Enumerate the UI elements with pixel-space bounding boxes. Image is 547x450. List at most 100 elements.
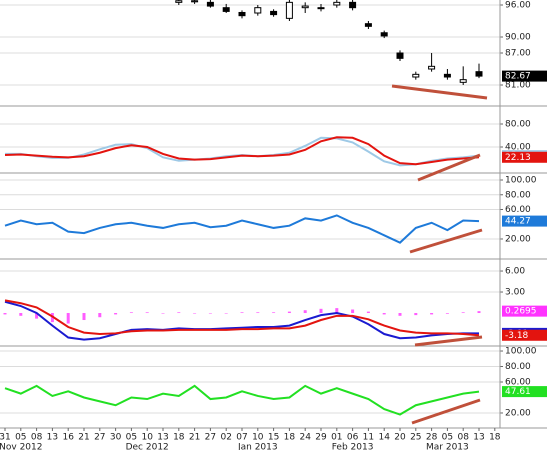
histogram-bar xyxy=(303,310,307,314)
series-line xyxy=(4,299,480,337)
histogram-bar xyxy=(414,313,418,316)
y-tick-label: 80.00 xyxy=(505,362,531,372)
histogram-bar xyxy=(161,313,165,314)
trendline xyxy=(391,84,488,100)
month-label: Jan 2013 xyxy=(237,443,278,450)
last-value-box xyxy=(502,386,547,398)
series-line xyxy=(4,136,480,166)
histogram-bar xyxy=(382,313,386,315)
last-value-box xyxy=(502,70,547,82)
histogram-bar xyxy=(430,313,434,315)
candle-body xyxy=(285,1,293,19)
y-tick-label: 60.00 xyxy=(505,378,531,388)
candle-body xyxy=(270,10,278,16)
series-line xyxy=(4,384,480,416)
y-tick-label: 90.00 xyxy=(505,33,531,43)
x-tick-label: 18 xyxy=(173,433,185,443)
histogram-bar xyxy=(35,313,39,319)
candle-body xyxy=(333,1,341,6)
y-tick-label: 80.00 xyxy=(505,120,531,130)
histogram-bar xyxy=(366,311,370,314)
series-line xyxy=(4,214,480,244)
x-tick-label: 18 xyxy=(489,433,501,443)
x-tick-label: 15 xyxy=(268,433,279,443)
x-tick-label: 13 xyxy=(473,433,484,443)
last-value-box xyxy=(502,151,547,163)
month-label: Mar 2013 xyxy=(426,443,469,450)
histogram-bar xyxy=(145,312,149,314)
x-tick-label: 18 xyxy=(284,433,296,443)
y-tick-label: 20.00 xyxy=(505,408,531,418)
month-label: Dec 2012 xyxy=(126,443,169,450)
y-tick-label: 100.00 xyxy=(505,176,537,186)
histogram-bar xyxy=(208,313,212,314)
trendline xyxy=(411,398,481,425)
histogram-bar xyxy=(445,313,449,314)
histogram-bar xyxy=(3,313,7,315)
y-tick-label: 6.00 xyxy=(505,267,525,277)
last-value-box xyxy=(502,305,547,317)
x-tick-label: 10 xyxy=(252,433,264,443)
histogram-bar xyxy=(351,309,355,314)
x-tick-label: 05 xyxy=(442,433,453,443)
histogram-bar xyxy=(272,312,276,314)
candle-body xyxy=(412,73,420,78)
x-tick-label: 08 xyxy=(31,433,43,443)
x-tick-label: 13 xyxy=(157,433,168,443)
y-tick-label: 60.00 xyxy=(505,205,531,215)
x-tick-label: 25 xyxy=(410,433,421,443)
x-tick-label: 05 xyxy=(126,433,137,443)
month-label: Feb 2013 xyxy=(332,443,374,450)
histogram-bar xyxy=(114,313,118,315)
candle-body xyxy=(191,0,199,3)
histogram-bar xyxy=(319,308,323,314)
histogram-bar xyxy=(177,312,181,314)
series-line xyxy=(4,300,480,341)
candle-body xyxy=(301,5,309,9)
y-tick-label: 80.00 xyxy=(505,190,531,200)
y-tick-label: 100.00 xyxy=(505,347,537,357)
trendline xyxy=(414,335,483,347)
histogram-bar xyxy=(66,313,70,324)
y-tick-label: 87.00 xyxy=(505,49,531,59)
x-tick-label: 11 xyxy=(363,433,374,443)
last-value-label: 0.2695 xyxy=(505,307,537,317)
histogram-bar xyxy=(256,312,260,314)
histogram-bar xyxy=(98,313,102,318)
histogram-bar xyxy=(398,313,402,316)
histogram-bar xyxy=(224,313,228,314)
histogram-bar xyxy=(335,308,339,314)
y-tick-label: 81.00 xyxy=(505,81,531,91)
last-value-label: 22.13 xyxy=(505,153,531,163)
y-tick-label: 3.00 xyxy=(505,288,525,298)
x-tick-label: 21 xyxy=(189,433,200,443)
x-tick-label: 31 xyxy=(0,433,11,443)
trendlines xyxy=(391,84,488,425)
histogram-bar xyxy=(461,312,465,314)
histogram-bar xyxy=(82,313,86,321)
candle-body xyxy=(396,52,404,59)
y-tick-label: 20.00 xyxy=(505,234,531,244)
last-value-box xyxy=(502,215,547,227)
last-value-box xyxy=(502,329,547,341)
last-value-label: 82.67 xyxy=(505,72,531,82)
y-tick-label: 40.00 xyxy=(505,143,531,153)
histogram-bar xyxy=(477,311,481,314)
candle-body xyxy=(459,79,467,83)
x-tick-label: 30 xyxy=(110,433,122,443)
x-tick-label: 01 xyxy=(331,433,342,443)
x-tick-label: 29 xyxy=(315,433,327,443)
candle-body xyxy=(475,71,483,77)
histogram-bar xyxy=(193,313,197,314)
candle-body xyxy=(349,1,357,9)
candle-body xyxy=(254,7,262,14)
x-tick-label: 07 xyxy=(236,433,247,443)
x-tick-label: 28 xyxy=(426,433,438,443)
candle-body xyxy=(238,11,246,17)
trendline xyxy=(417,153,481,182)
x-tick-label: 10 xyxy=(141,433,153,443)
last-value-label: 47.61 xyxy=(505,387,531,397)
candle-body xyxy=(428,65,436,70)
y-tick-label: 96.00 xyxy=(505,1,531,11)
